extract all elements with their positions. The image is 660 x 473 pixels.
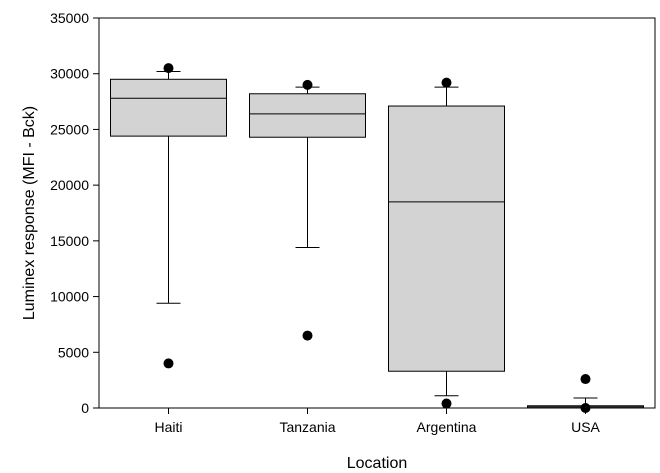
- y-tick-label: 25000: [50, 121, 89, 137]
- box-iqr: [110, 78, 227, 137]
- outlier-point: [302, 79, 313, 90]
- x-tick-label: Tanzania: [279, 419, 335, 435]
- box-group-haiti: [110, 63, 227, 369]
- y-tick-label: 0: [81, 400, 89, 416]
- y-tick-label: 15000: [50, 233, 89, 249]
- y-axis: 0 5000 10000 15000 20000 25000 30000 35000: [50, 10, 99, 416]
- x-axis-label: Location: [347, 455, 408, 472]
- box-iqr: [249, 93, 366, 138]
- outlier-point: [441, 398, 452, 409]
- x-axis: Haiti Tanzania Argentina USA: [154, 408, 601, 435]
- outlier-point: [580, 374, 591, 385]
- plot-area: [98, 17, 656, 413]
- plot-frame: [98, 17, 656, 409]
- y-tick-label: 5000: [58, 344, 89, 360]
- box-group-usa: [527, 374, 644, 413]
- y-axis-label: Luminex response (MFI - Bck): [21, 106, 38, 320]
- y-tick-label: 20000: [50, 177, 89, 193]
- outlier-point: [302, 330, 313, 341]
- x-tick-label: Haiti: [154, 419, 182, 435]
- x-tick-label: Argentina: [417, 419, 477, 435]
- outlier-point: [163, 63, 174, 74]
- box-group-argentina: [388, 77, 505, 409]
- box-group-tanzania: [249, 79, 366, 341]
- y-tick-label: 35000: [50, 10, 89, 26]
- x-tick-label: USA: [571, 419, 600, 435]
- outlier-point: [441, 77, 452, 88]
- outlier-point: [163, 358, 174, 369]
- y-tick-label: 10000: [50, 289, 89, 305]
- y-tick-label: 30000: [50, 66, 89, 82]
- box-iqr: [388, 105, 505, 372]
